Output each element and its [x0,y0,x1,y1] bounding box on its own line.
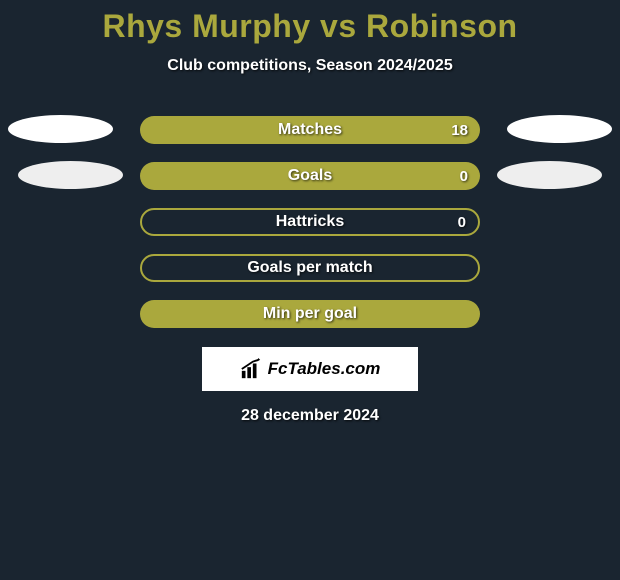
stat-row: Goals per match [0,253,620,283]
stat-row: Min per goal [0,299,620,329]
stat-bar-goals-per-match: Goals per match [140,254,480,282]
stat-label: Goals [288,167,332,185]
stat-row: Hattricks 0 [0,207,620,237]
stat-bar-goals: Goals 0 [140,162,480,190]
stat-bar-min-per-goal: Min per goal [140,300,480,328]
stat-row: Matches 18 [0,115,620,145]
stat-value: 0 [458,214,466,231]
chart-icon [240,358,262,380]
watermark-text: FcTables.com [268,359,381,379]
page-title: Rhys Murphy vs Robinson [0,8,620,45]
stat-row: Goals 0 [0,161,620,191]
stat-value: 18 [451,122,468,139]
watermark-badge: FcTables.com [202,347,418,391]
page-subtitle: Club competitions, Season 2024/2025 [0,57,620,75]
stat-value: 0 [460,168,468,185]
stat-bar-hattricks: Hattricks 0 [140,208,480,236]
stat-label: Hattricks [276,213,344,231]
stat-label: Min per goal [263,305,357,323]
date-label: 28 december 2024 [0,407,620,425]
stat-label: Matches [278,121,342,139]
comparison-container: Rhys Murphy vs Robinson Club competition… [0,0,620,425]
stats-area: Matches 18 Goals 0 Hattricks 0 Goals per… [0,115,620,329]
stat-label: Goals per match [247,259,372,277]
stat-bar-matches: Matches 18 [140,116,480,144]
